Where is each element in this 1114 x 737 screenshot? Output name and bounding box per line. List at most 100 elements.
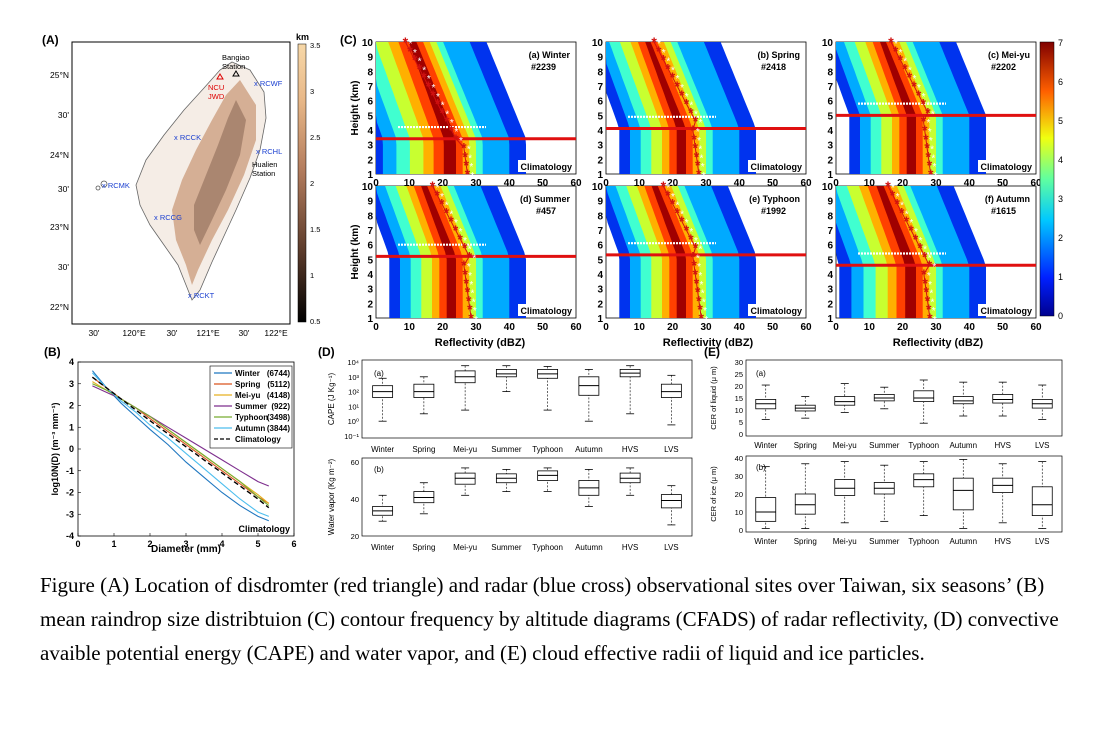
lat-label: 25°N xyxy=(50,70,69,80)
median-profile-segment xyxy=(409,50,416,60)
cfad-x-tick: 20 xyxy=(897,178,909,189)
median-profile-segment xyxy=(928,309,931,319)
box-y-tick: 20 xyxy=(735,490,743,499)
box-y-tick: 0 xyxy=(739,526,743,535)
cfad-y-tick: 5 xyxy=(827,111,833,122)
cfad-x-tick: 0 xyxy=(833,178,839,189)
e-boxes: 30 25 20 15 10 5 0 Winter Spring Mei-yu Summer Typh… xyxy=(735,358,1053,546)
cfad-x-tick: 0 xyxy=(373,322,379,333)
dsd-legend-label: Typhoon xyxy=(235,413,268,422)
median-profile-segment xyxy=(924,129,927,139)
box-y-tick: 20 xyxy=(351,532,359,541)
dsd-legend-count: (4148) xyxy=(267,391,290,400)
mean-star: * xyxy=(896,192,900,203)
mean-star: * xyxy=(676,74,680,85)
mean-star: * xyxy=(930,145,934,156)
median-star: * xyxy=(465,166,471,182)
dsd-y-tick-label: 4 xyxy=(69,357,74,367)
mean-star: * xyxy=(459,136,463,147)
dsd-y-tick-label: 0 xyxy=(69,444,74,454)
dsd-legend-label: Winter xyxy=(235,369,260,378)
cfad-y-tick: 5 xyxy=(367,255,373,266)
box-category-label: Summer xyxy=(491,445,522,454)
cfad-subplot-count: #1615 xyxy=(991,206,1016,216)
mean-star: * xyxy=(468,153,472,164)
median-profile-segment xyxy=(899,59,906,69)
site-rchl: x RCHL xyxy=(256,147,282,156)
cfad-x-tick: 40 xyxy=(504,178,516,189)
dsd-ylabel: log10N(D) (m⁻³ mm⁻¹) xyxy=(50,403,60,496)
cfad-y-tick: 5 xyxy=(827,255,833,266)
cfad-x-tick: 0 xyxy=(603,322,609,333)
mean-star: * xyxy=(473,306,477,317)
dsd-y-tick-label: 1 xyxy=(69,422,74,432)
mean-star: * xyxy=(436,183,440,194)
median-profile-segment xyxy=(418,68,425,78)
mean-star: * xyxy=(903,57,907,68)
cfad-y-tick: 3 xyxy=(597,141,603,152)
cfad-y-tick: 9 xyxy=(597,197,603,208)
cfad-y-tick: 9 xyxy=(367,197,373,208)
mean-star: * xyxy=(703,306,707,317)
cer-ice-frame xyxy=(745,455,1063,533)
cape-sub: (a) xyxy=(374,369,384,378)
median-star: * xyxy=(468,310,474,326)
median-profile-segment xyxy=(414,59,420,69)
median-profile-segment xyxy=(464,156,467,166)
mean-star: * xyxy=(671,65,675,76)
lat-label: 30' xyxy=(58,262,69,272)
median-star: * xyxy=(927,310,933,326)
site-rcmk: x RCMK xyxy=(102,181,130,190)
panel-e-boxplots: (E) (a) (b) CER of liquid (μ m) CER of i… xyxy=(704,345,1063,546)
mean-star: * xyxy=(468,245,472,256)
cfad-x-tick: 0 xyxy=(833,322,839,333)
cfad-x-tick: 60 xyxy=(1030,178,1042,189)
median-profile-segment xyxy=(924,256,930,266)
median-profile-segment xyxy=(463,256,470,266)
site-hualien-2: Station xyxy=(252,169,275,178)
cfad-subplot: ********************************01020304… xyxy=(362,34,582,189)
cfad-x-tick: 40 xyxy=(504,322,516,333)
mean-star: * xyxy=(671,192,675,203)
elev-tick: 1.5 xyxy=(310,225,320,234)
mean-star: * xyxy=(469,280,473,291)
mean-star: * xyxy=(919,236,923,247)
cfad-y-tick: 1 xyxy=(597,314,603,325)
dsd-legend-count: (5112) xyxy=(267,380,290,389)
median-profile-segment xyxy=(692,121,696,131)
cfad-subplot-title: (b) Spring xyxy=(758,50,801,60)
box-category-label: Winter xyxy=(754,537,777,546)
mean-star: * xyxy=(909,218,913,229)
cfad-plots: ********************************01020304… xyxy=(362,34,1042,333)
lon-axis-labels: 30' 120°E 30' 121°E 30' 122°E xyxy=(88,328,287,338)
median-profile-segment xyxy=(676,212,683,222)
median-star: * xyxy=(693,240,699,256)
vapor-ylabel: Water vapor (Kg m⁻²) xyxy=(327,458,336,535)
mean-star: * xyxy=(912,74,916,85)
median-profile-segment xyxy=(922,121,926,131)
median-star: * xyxy=(699,310,705,326)
box-y-tick: 10² xyxy=(348,388,359,397)
dsd-y-tick-label: -1 xyxy=(66,466,74,476)
median-profile-segment xyxy=(465,165,468,175)
mean-star: * xyxy=(422,65,426,76)
box-category-label: Winter xyxy=(371,445,394,454)
cfad-x-tick: 50 xyxy=(997,322,1009,333)
box-iqr xyxy=(952,396,974,405)
mean-star: * xyxy=(927,271,931,282)
cfad-x-tick: 20 xyxy=(667,178,679,189)
freq-tick: 6 xyxy=(1058,77,1063,87)
cfad-x-tick: 10 xyxy=(864,322,876,333)
dsd-y-tick-label: 3 xyxy=(69,379,74,389)
box-category-label: LVS xyxy=(1035,441,1050,450)
median-profile-segment xyxy=(927,156,930,166)
dsd-legend-count: (6744) xyxy=(267,369,290,378)
dsd-legend-label: Autumn xyxy=(235,424,265,433)
mean-star: * xyxy=(931,297,935,308)
median-profile-segment xyxy=(466,291,470,301)
box-category-label: Summer xyxy=(491,543,522,552)
cfad-x-tick: 10 xyxy=(634,178,646,189)
cfad-y-tick: 1 xyxy=(367,170,373,181)
lat-label: 30' xyxy=(58,184,69,194)
box-category-label: HVS xyxy=(995,537,1011,546)
